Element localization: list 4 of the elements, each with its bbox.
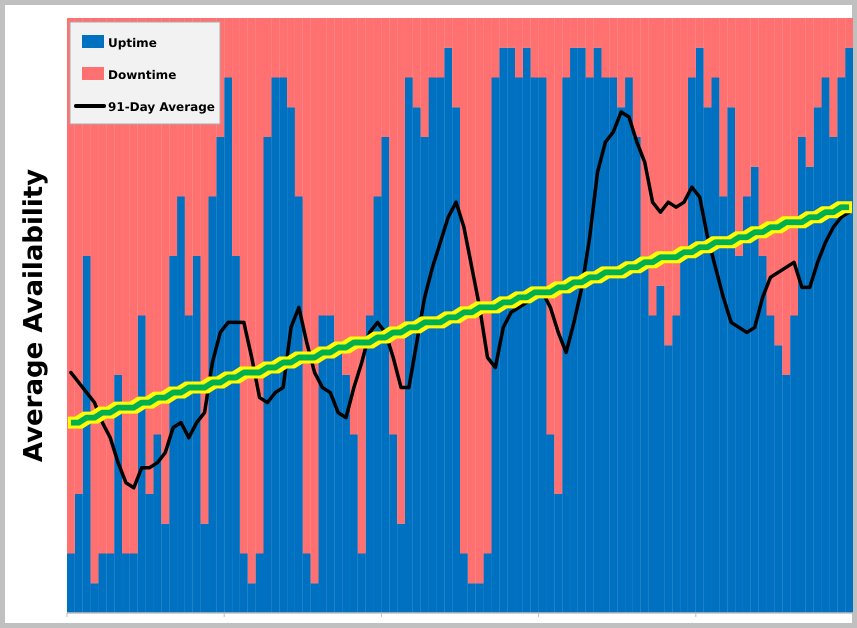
- y-axis-title: Average Availability: [19, 168, 49, 462]
- legend-label: 91-Day Average: [108, 100, 215, 114]
- legend-label: Downtime: [108, 68, 176, 82]
- legend-label: Uptime: [108, 36, 157, 50]
